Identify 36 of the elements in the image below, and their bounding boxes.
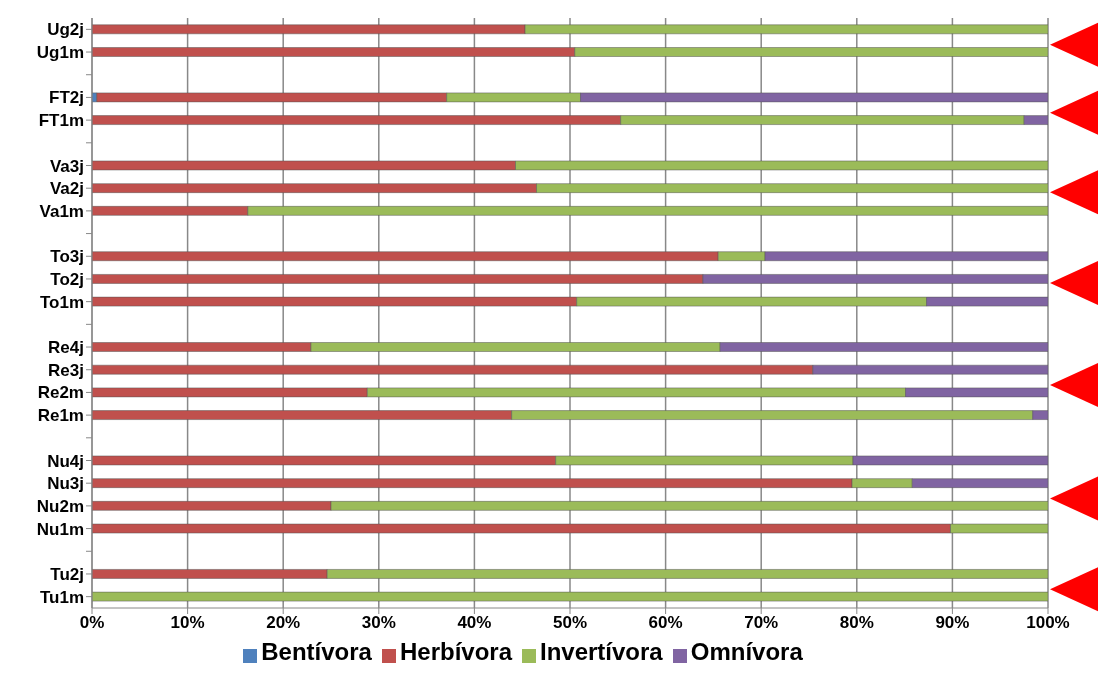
x-tick-label: 70%: [744, 613, 779, 633]
x-tick-label: 0%: [79, 613, 105, 633]
y-tick-label: To2j: [50, 270, 84, 289]
y-tick-label: Nu3j: [47, 474, 84, 494]
x-tick-label: 40%: [457, 613, 492, 633]
y-tick-label: Va1m: [39, 201, 84, 221]
legend-label: Bentívora: [261, 638, 372, 665]
y-tick-label: FT2j: [49, 88, 84, 108]
y-tick-label: Tu1m: [39, 587, 84, 607]
y-tick-label: Re3j: [48, 360, 84, 380]
x-tick-label: 50%: [552, 613, 588, 633]
y-tick-label: Re1m: [37, 406, 84, 426]
y-tick-label: Ug2j: [47, 20, 84, 40]
y-tick-label: Tu2j: [50, 565, 84, 584]
y-tick-label: Nu2m: [36, 496, 84, 516]
bar: [92, 591, 1048, 602]
y-tick-label: Va3j: [49, 156, 84, 176]
y-tick-label: To1m: [39, 292, 84, 312]
y-tick-label: Re2m: [37, 383, 84, 403]
legend-label: Herbívora: [399, 638, 512, 665]
legend-label: Omnívora: [690, 638, 803, 665]
x-tick-label: 10%: [170, 613, 205, 633]
y-tick-label: FT1m: [38, 111, 84, 131]
y-tick-label: Re4j: [48, 338, 84, 358]
x-tick-label: 100%: [1026, 613, 1070, 633]
y-tick-label: To3j: [50, 247, 84, 267]
x-tick-label: 20%: [266, 613, 301, 633]
legend-label: Invertívora: [540, 638, 663, 665]
y-tick-label: Va2j: [49, 179, 84, 199]
y-tick-label: Nu1m: [36, 519, 84, 539]
x-tick-label: 30%: [361, 613, 396, 633]
x-tick-label: 90%: [935, 613, 970, 633]
x-tick-label: 60%: [648, 613, 683, 633]
x-tick-label: 80%: [839, 613, 874, 633]
y-tick-label: Nu4j: [47, 451, 84, 471]
y-tick-label: Ug1m: [36, 43, 84, 63]
